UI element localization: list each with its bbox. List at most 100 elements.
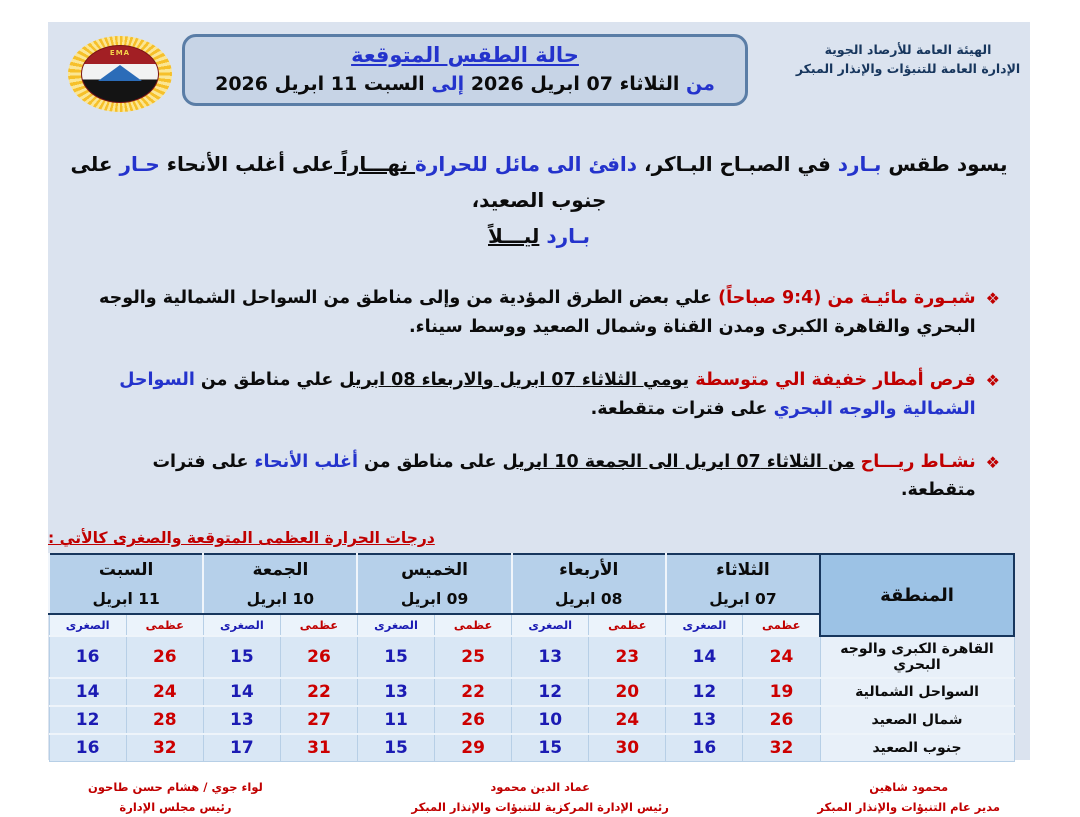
header: الهيئة العامة للأرصاد الجوية الإدارة الع… [48, 22, 1030, 112]
summary-seg: يسود طقس [881, 152, 1008, 176]
wind-mid: على مناطق من [357, 451, 503, 472]
signatures: محمود شاهين مدير عام التنبؤات والإنذار ا… [88, 778, 1000, 817]
temp-max: 23 [588, 635, 667, 679]
signature-name: محمود شاهين [869, 780, 949, 795]
region-name: القاهرة الكبرى والوجه البحري [819, 635, 1015, 679]
table-row-north-upper: شمال الصعيد 26 13 24 10 26 11 27 13 28 1… [48, 705, 1015, 735]
temp-min: 16 [665, 733, 744, 763]
temp-max: 30 [588, 733, 667, 763]
temp-max: 26 [279, 635, 358, 679]
weather-summary: يسود طقس بـارد في الصبـاح البـاكر، دافئ … [66, 146, 1012, 254]
rain-regions: السواحل الشمالية والوجه البحري [119, 369, 976, 419]
summary-seg: في الصبـاح البـاكر، [637, 152, 838, 176]
temp-max: 32 [125, 733, 204, 763]
day-date: 07 ابريل [709, 590, 777, 609]
summary-line2: بـارد ليـــلاً [66, 218, 1012, 254]
from-date: الثلاثاء 07 ابريل 2026 [464, 73, 687, 95]
temp-max: 24 [588, 705, 667, 735]
temp-max: 24 [742, 635, 821, 679]
temp-max: 32 [742, 733, 821, 763]
temp-min: 11 [356, 705, 436, 735]
temp-max: 26 [742, 705, 821, 735]
day-date: 10 ابريل [246, 590, 315, 609]
temp-max: 20 [588, 677, 667, 707]
min-label: الصغرى [665, 613, 744, 637]
from-word: من [686, 73, 715, 95]
day-name: الأربعاء [559, 560, 619, 581]
temp-max: 22 [279, 677, 358, 707]
table-row-south-upper: جنوب الصعيد 32 16 30 15 29 15 31 17 32 1… [48, 733, 1015, 763]
title-box: حالة الطقس المتوقعة من الثلاثاء 07 ابريل… [182, 34, 748, 106]
min-label: الصغرى [48, 613, 127, 637]
temp-max: 22 [434, 677, 513, 707]
temp-min: 13 [356, 677, 436, 707]
organization-name: الهيئة العامة للأرصاد الجوية الإدارة الع… [790, 30, 1026, 79]
bullet-rain-text: فرص أمطار خفيفة الي متوسطة يومي الثلاثاء… [88, 366, 976, 424]
min-label: الصغرى [356, 613, 436, 637]
wind-dates: من الثلاثاء 07 ابريل الى الجمعة 10 ابريل [502, 451, 855, 472]
temp-max: 26 [434, 705, 513, 735]
max-label: عظمى [742, 613, 821, 637]
temp-min: 17 [202, 733, 281, 763]
temp-max: 25 [434, 635, 513, 679]
rain-tail: على فترات متقطعة. [590, 398, 774, 419]
region-name: شمال الصعيد [819, 705, 1015, 735]
summary-seg: على جنوب الصعيد، [70, 152, 607, 212]
day-date: 11 ابريل [92, 590, 160, 609]
wind-highlight: نشـاط ريـــاح [854, 451, 976, 472]
temp-min: 15 [511, 733, 590, 763]
max-label: عظمى [588, 613, 667, 637]
bullet-wind: ❖ نشـاط ريـــاح من الثلاثاء 07 ابريل الى… [88, 448, 1000, 506]
org-line1: الهيئة العامة للأرصاد الجوية [824, 42, 992, 57]
bullet-wind-text: نشـاط ريـــاح من الثلاثاء 07 ابريل الى ا… [88, 448, 976, 506]
temp-max: 27 [279, 705, 358, 735]
min-label: الصغرى [511, 613, 590, 637]
temp-min: 10 [511, 705, 590, 735]
temperature-table: المنطقة الثلاثاء 07 ابريل الأربعاء 08 ابري… [47, 553, 1015, 763]
rain-mid: علي مناطق من [194, 369, 340, 390]
date-range: من الثلاثاء 07 ابريل 2026 إلى السبت 11 ا… [195, 73, 735, 95]
summary-seg-cold-night: بـارد [539, 224, 590, 248]
day-header-thu: الخميس 09 ابريل [356, 553, 513, 616]
logo-core: EMA [81, 45, 159, 103]
temp-min: 15 [356, 733, 436, 763]
day-name: الخميس [401, 560, 468, 581]
region-name: جنوب الصعيد [819, 733, 1015, 763]
temp-min: 14 [48, 677, 127, 707]
rain-dates: يومي الثلاثاء 07 ابريل والاربعاء 08 ابري… [339, 369, 690, 390]
mountain-icon [98, 65, 142, 82]
page-title: حالة الطقس المتوقعة [351, 43, 579, 67]
signature-director: محمود شاهين مدير عام التنبؤات والإنذار ا… [817, 778, 1000, 817]
summary-seg-night: ليـــلاً [488, 224, 540, 248]
day-header-row: المنطقة الثلاثاء 07 ابريل الأربعاء 08 ابري… [47, 553, 1015, 638]
fog-detail: علي بعض الطرق المؤدية من وإلى مناطق من ا… [99, 288, 976, 337]
day-header-wed: الأربعاء 08 ابريل [510, 553, 667, 616]
temp-min: 13 [511, 635, 590, 679]
logo-area: EMA [58, 30, 182, 112]
table-row-north-coasts: السواحل الشمالية 19 12 20 12 22 13 22 14… [48, 677, 1015, 707]
temp-min: 12 [511, 677, 590, 707]
forecast-bullets: ❖ شبـورة مائيـة من (9:4 صباحاً) علي بعض … [88, 284, 1000, 505]
temp-max: 29 [434, 733, 513, 763]
temp-min: 13 [665, 705, 744, 735]
temp-min: 12 [665, 677, 744, 707]
temp-max: 31 [279, 733, 358, 763]
day-date: 08 ابريل [555, 590, 623, 609]
region-name: السواحل الشمالية [819, 677, 1015, 707]
max-label: عظمى [434, 613, 513, 637]
fog-highlight: شبـورة مائيـة من (9:4 صباحاً) [718, 288, 976, 308]
table-caption-text: درجات الحرارة العظمى المتوقعة والصغرى كا… [48, 529, 435, 548]
summary-seg: على أغلب الأنحاء [159, 152, 335, 176]
bullet-fog: ❖ شبـورة مائيـة من (9:4 صباحاً) علي بعض … [88, 284, 1000, 342]
signature-title: رئيس مجلس الإدارة [119, 799, 232, 814]
day-name: السبت [98, 560, 154, 581]
summary-seg-warm: دافئ الى مائل للحرارة [415, 152, 638, 176]
temp-max: 24 [125, 677, 204, 707]
signature-name: عماد الدين محمود [490, 780, 590, 795]
bullet-rain: ❖ فرص أمطار خفيفة الي متوسطة يومي الثلاث… [88, 366, 1000, 424]
summary-line1: يسود طقس بـارد في الصبـاح البـاكر، دافئ … [66, 146, 1012, 218]
rain-highlight: فرص أمطار خفيفة الي متوسطة [689, 369, 976, 390]
summary-seg-daytime: نهـــاراً [334, 152, 416, 176]
day-name: الجمعة [252, 560, 309, 581]
temp-min: 14 [202, 677, 281, 707]
